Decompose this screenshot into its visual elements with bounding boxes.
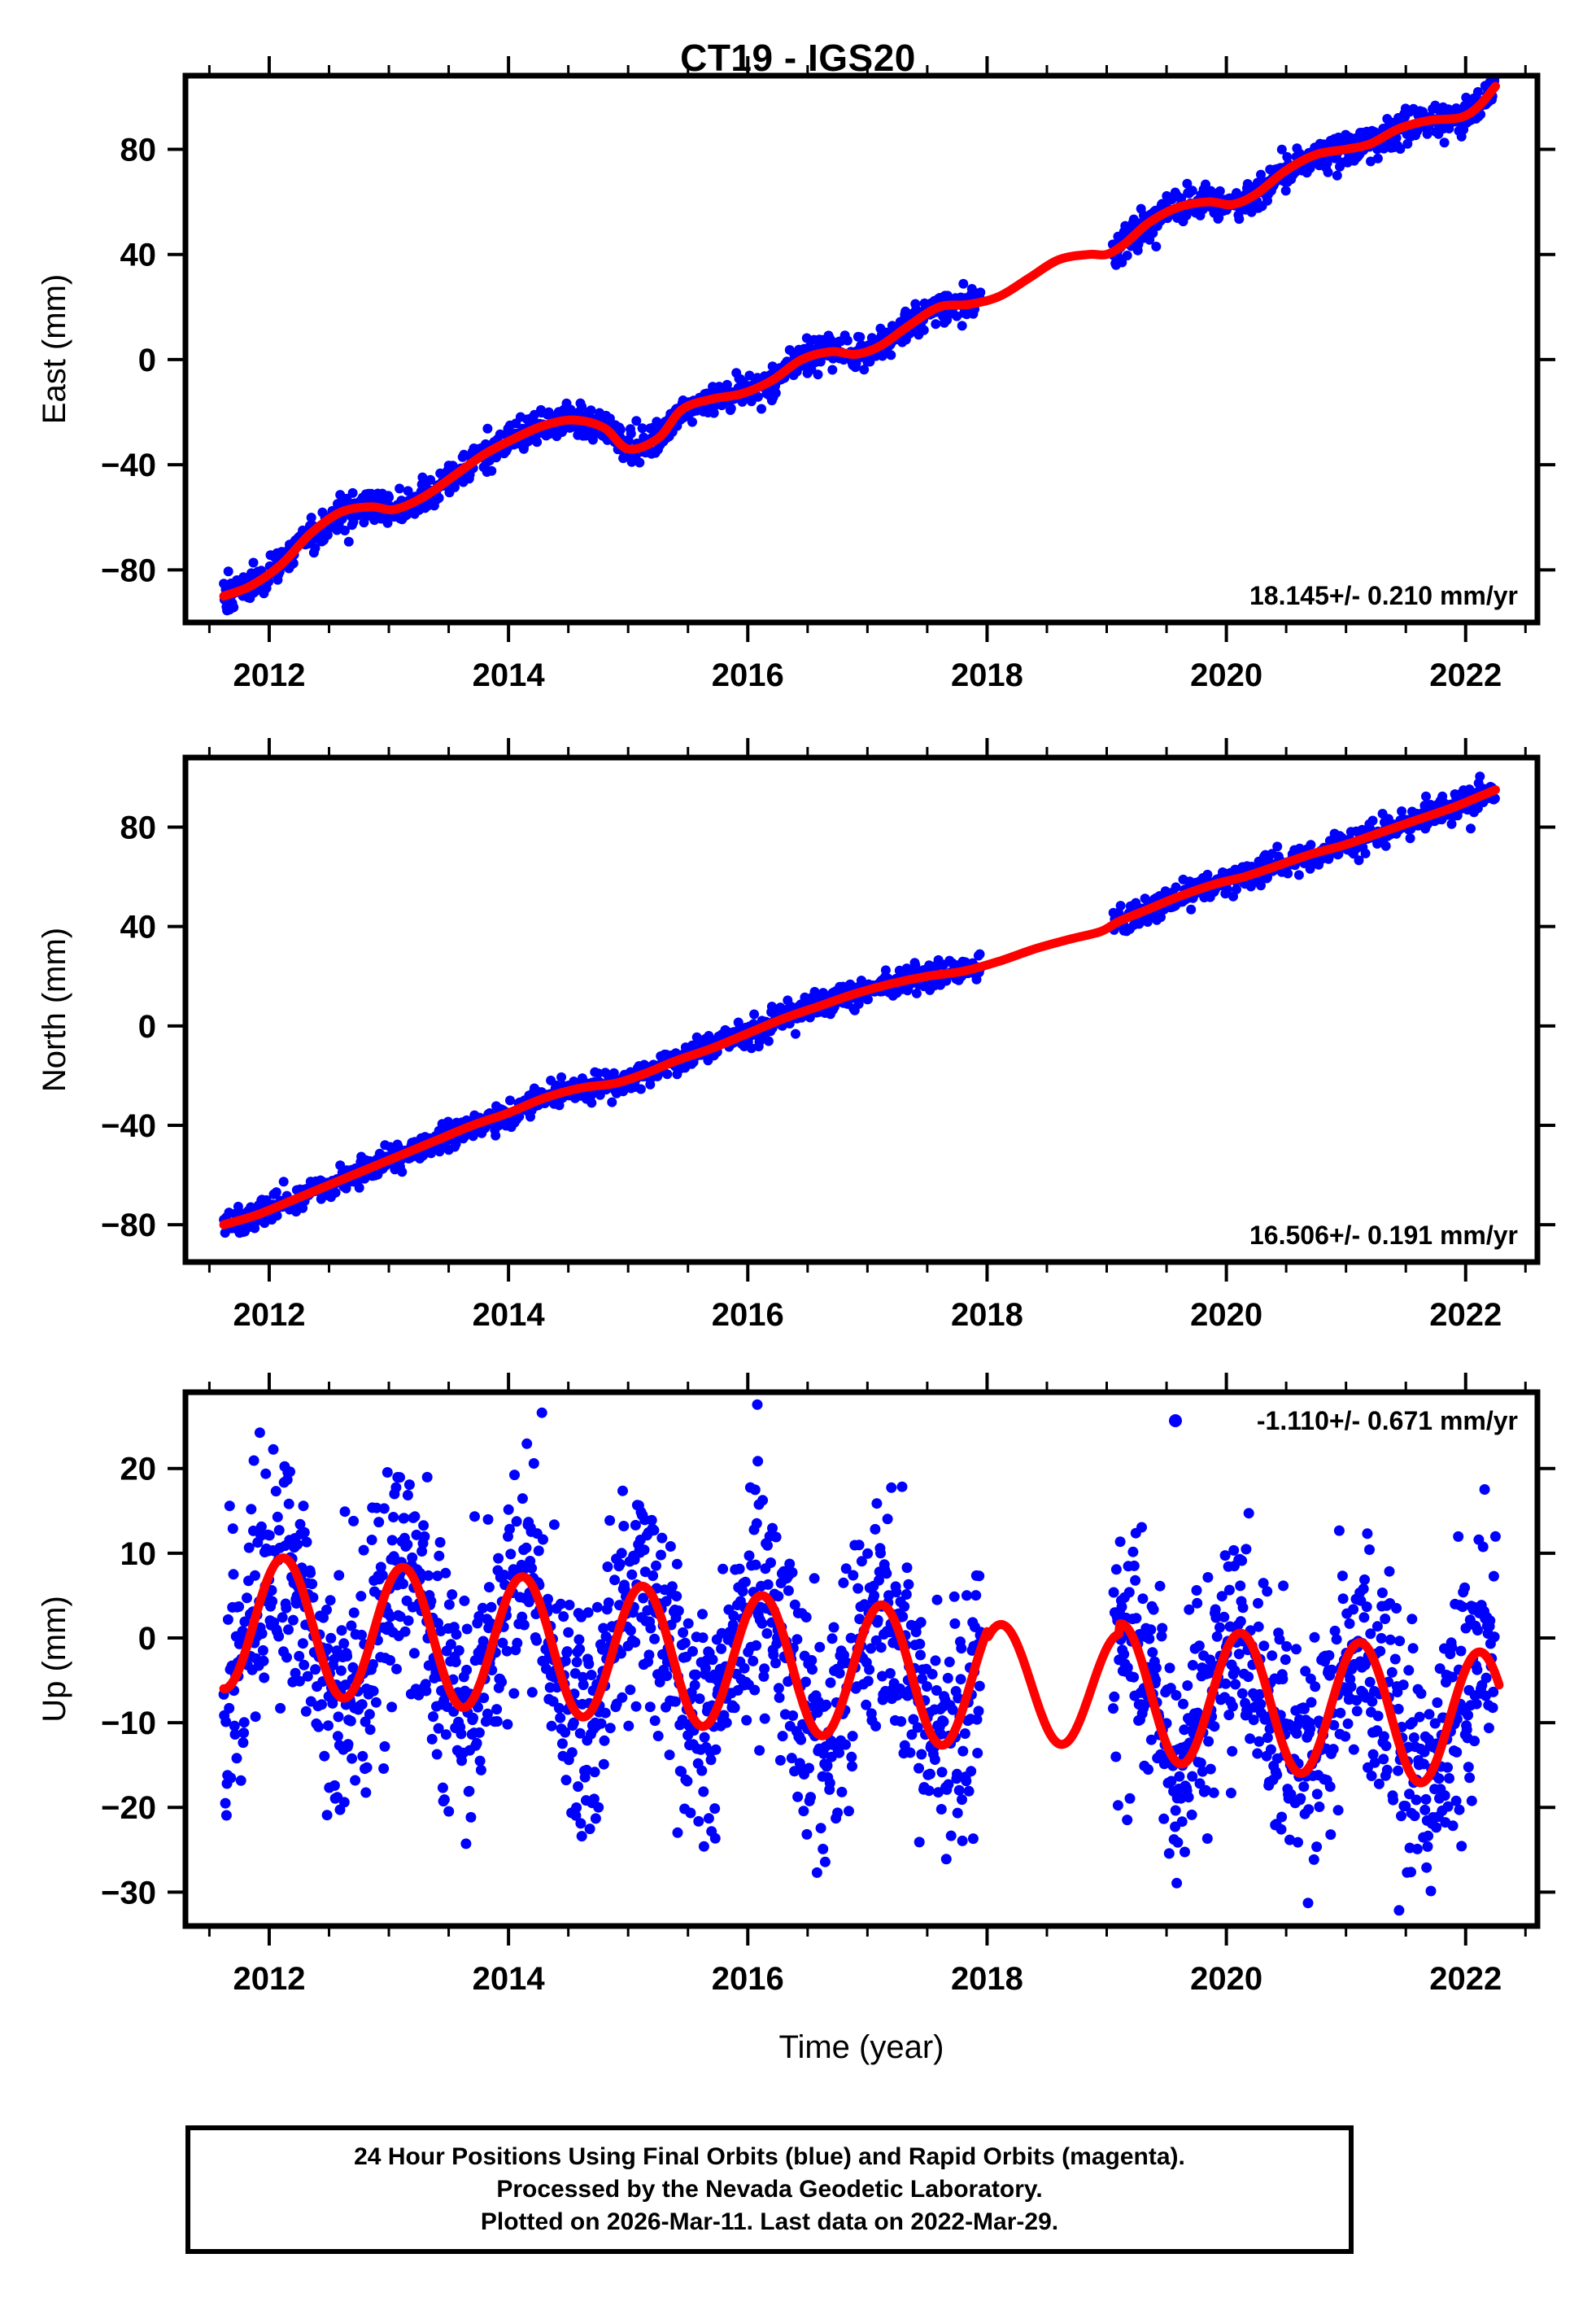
data-points-north xyxy=(219,771,1500,1238)
y-tick-label-up: 10 xyxy=(120,1536,157,1572)
x-tick-label-east: 2022 xyxy=(1429,657,1502,693)
y-axis-title-north: North (mm) xyxy=(37,928,72,1092)
panel-north: −80 −40 0 40 80 2012 2014 2016 2018 2020 2022 North… xyxy=(37,738,1555,1333)
x-tick-label-east: 2018 xyxy=(951,657,1023,693)
panel-up: −30 −20 −10 0 10 20 2012 2014 2016 2018 2020 2022 Up… xyxy=(37,1373,1555,1997)
x-tick-label-east: 2020 xyxy=(1190,657,1262,693)
y-tick-label-north: 40 xyxy=(120,910,157,946)
model-curve-east xyxy=(219,81,1501,601)
x-tick-label-east: 2014 xyxy=(473,657,546,693)
y-tick-label-east: 80 xyxy=(120,132,157,168)
y-tick-label-east: −80 xyxy=(101,552,156,588)
panel-east: −80 −40 0 40 80 2012 2014 2016 2018 2020 2022 East … xyxy=(37,56,1555,693)
y-tick-label-up: 20 xyxy=(120,1452,157,1487)
x-tick-label-north: 2016 xyxy=(712,1297,784,1333)
y-tick-label-east: 0 xyxy=(138,343,156,378)
x-tick-label-up: 2020 xyxy=(1190,1961,1262,1997)
page-title: CT19 - IGS20 xyxy=(680,37,916,79)
x-tick-label-up: 2022 xyxy=(1429,1961,1502,1997)
rate-label-east: 18.145+/- 0.210 mm/yr xyxy=(1249,581,1518,610)
rate-label-north: 16.506+/- 0.191 mm/yr xyxy=(1249,1221,1518,1250)
caption-line-3: Plotted on 2026-Mar-11. Last data on 202… xyxy=(480,2208,1059,2235)
x-tick-label-north: 2020 xyxy=(1190,1297,1262,1333)
y-tick-label-up: 0 xyxy=(138,1621,156,1657)
y-tick-label-north: 0 xyxy=(138,1009,156,1045)
y-tick-label-north: −80 xyxy=(101,1208,156,1243)
data-points-east xyxy=(219,76,1500,616)
y-tick-label-north: 80 xyxy=(120,810,157,846)
y-tick-label-east: −40 xyxy=(101,448,156,483)
axes-frame-up xyxy=(182,1389,1541,1929)
caption-line-1: 24 Hour Positions Using Final Orbits (bl… xyxy=(354,2143,1185,2170)
x-tick-label-north: 2012 xyxy=(233,1297,305,1333)
caption-line-2: Processed by the Nevada Geodetic Laborat… xyxy=(496,2176,1043,2203)
x-tick-label-north: 2014 xyxy=(473,1297,546,1333)
plot-area-up xyxy=(218,1399,1504,1916)
model-curve-up xyxy=(219,1553,1504,1788)
caption-box: 24 Hour Positions Using Final Orbits (bl… xyxy=(185,2125,1354,2254)
x-tick-label-up: 2016 xyxy=(712,1961,784,1997)
x-tick-label-up: 2018 xyxy=(951,1961,1023,1997)
rate-label-up: -1.110+/- 0.671 mm/yr xyxy=(1257,1406,1518,1435)
y-tick-label-up: −20 xyxy=(101,1790,156,1826)
plot-area-north xyxy=(219,771,1501,1238)
axes-frame-north xyxy=(182,754,1541,1265)
x-tick-label-north: 2022 xyxy=(1429,1297,1502,1333)
y-tick-label-up: −30 xyxy=(101,1875,156,1911)
x-tick-label-up: 2014 xyxy=(473,1961,546,1997)
y-tick-label-up: −10 xyxy=(101,1705,156,1741)
data-points-up xyxy=(218,1399,1501,1916)
x-tick-label-north: 2018 xyxy=(951,1297,1023,1333)
y-axis-title-east: East (mm) xyxy=(37,274,72,424)
y-axis-title-up: Up (mm) xyxy=(37,1596,72,1723)
x-tick-label-east: 2016 xyxy=(712,657,784,693)
x-tick-label-east: 2012 xyxy=(233,657,305,693)
y-tick-label-north: −40 xyxy=(101,1108,156,1144)
rate-marker-dot xyxy=(1169,1414,1182,1427)
model-curve-north xyxy=(219,785,1501,1229)
x-tick-label-up: 2012 xyxy=(233,1961,305,1997)
plot-area-east xyxy=(219,76,1501,616)
x-axis-title: Time (year) xyxy=(779,2029,944,2065)
y-tick-label-east: 40 xyxy=(120,238,157,273)
axes-frame-east xyxy=(182,72,1541,626)
